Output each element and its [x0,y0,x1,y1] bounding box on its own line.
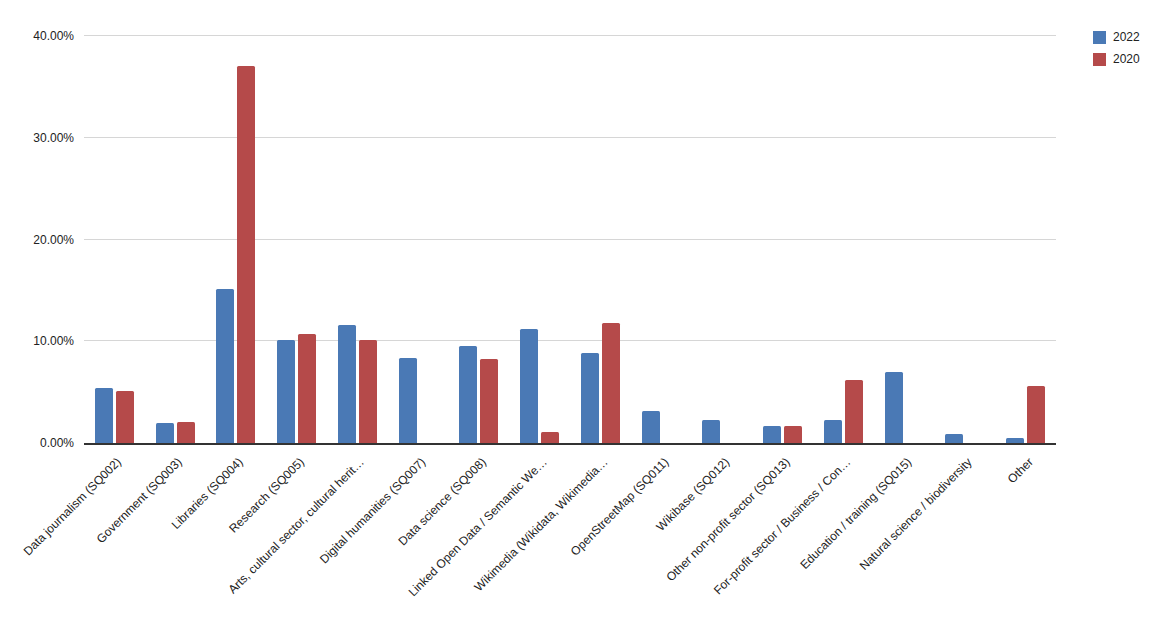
bar-2022[interactable] [156,423,174,443]
x-category-label: OpenStreetMap (SQ011) [567,455,671,559]
bar-group: Government (SQ003) [145,36,206,443]
legend-swatch-icon [1093,31,1106,44]
bar-2020[interactable] [298,334,316,443]
bar-group: Education / training (SQ015) [874,36,935,443]
bar-2020[interactable] [116,391,134,443]
bar-group: Wikimedia (Wikidata, Wikimedia… [570,36,631,443]
bar-2020[interactable] [541,432,559,443]
bar-2022[interactable] [95,388,113,443]
bar-2022[interactable] [702,420,720,443]
y-tick-label: 40.00% [0,29,74,43]
bar-2022[interactable] [399,358,417,443]
bar-group: Libraries (SQ004) [206,36,267,443]
legend: 2022 2020 [1093,31,1140,66]
legend-swatch-icon [1093,53,1106,66]
bar-2020[interactable] [359,340,377,443]
bar-2020[interactable] [480,359,498,443]
bar-group: For-profit sector / Business / Con… [813,36,874,443]
bar-2020[interactable] [177,422,195,443]
bar-2022[interactable] [277,340,295,443]
y-tick-label: 30.00% [0,131,74,145]
bar-2022[interactable] [763,426,781,443]
bar-2022[interactable] [581,353,599,443]
bar-group: Research (SQ005) [266,36,327,443]
legend-label: 2022 [1113,31,1140,44]
bar-2020[interactable] [1027,386,1045,443]
y-tick-label: 10.00% [0,334,74,348]
legend-label: 2020 [1113,53,1140,66]
x-category-label: Digital humanities (SQ007) [317,455,428,566]
plot-area: Data journalism (SQ002)Government (SQ003… [84,36,1056,445]
bar-2022[interactable] [459,346,477,443]
bar-2022[interactable] [885,372,903,443]
y-tick-label: 0.00% [0,436,74,450]
bar-2020[interactable] [784,426,802,443]
bar-group: Arts, cultural sector, cultural herit… [327,36,388,443]
bar-2022[interactable] [824,420,842,443]
x-category-label: Education / training (SQ015) [797,455,914,572]
x-category-label: Other non-profit sector (SQ013) [663,455,792,584]
x-category-label: Other [1004,455,1035,486]
x-category-label: Wikimedia (Wikidata, Wikimedia… [471,455,610,594]
bar-2022[interactable] [945,434,963,443]
grouped-bar-chart: 0.00% 10.00% 20.00% 30.00% 40.00% Data journ… [0,0,1164,617]
bar-2022[interactable] [520,329,538,443]
legend-item-2020[interactable]: 2020 [1093,53,1140,66]
x-category-label: Natural science / biodiversity [857,455,975,573]
bar-group: Linked Open Data / Semantic We… [509,36,570,443]
x-category-label: Data journalism (SQ002) [21,455,124,558]
bar-2020[interactable] [602,323,620,443]
legend-item-2022[interactable]: 2022 [1093,31,1140,44]
bar-2022[interactable] [216,289,234,443]
bar-2020[interactable] [845,380,863,443]
y-tick-label: 20.00% [0,233,74,247]
bar-group: Wikibase (SQ012) [692,36,753,443]
bar-groups: Data journalism (SQ002)Government (SQ003… [84,36,1056,443]
bar-group: Data journalism (SQ002) [84,36,145,443]
chart-canvas: 0.00% 10.00% 20.00% 30.00% 40.00% Data journ… [0,0,1164,617]
y-axis: 0.00%10.00%20.00%30.00%40.00% [0,36,74,443]
bar-group: Digital humanities (SQ007) [388,36,449,443]
bar-group: Natural science / biodiversity [935,36,996,443]
bar-2022[interactable] [338,325,356,443]
bar-2020[interactable] [237,66,255,443]
bar-group: Other non-profit sector (SQ013) [752,36,813,443]
bar-2022[interactable] [642,411,660,443]
bar-2022[interactable] [1006,438,1024,443]
bar-group: OpenStreetMap (SQ011) [631,36,692,443]
bar-group: Other [995,36,1056,443]
bar-group: Data science (SQ008) [449,36,510,443]
